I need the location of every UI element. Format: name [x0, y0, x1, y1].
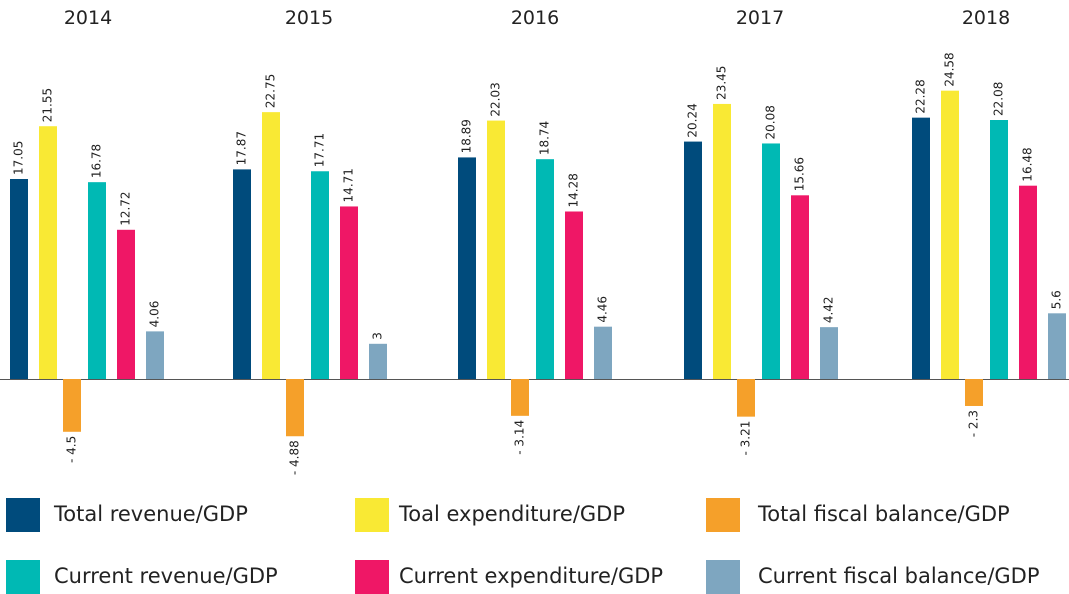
category-label: 2016	[511, 7, 559, 29]
bar	[10, 179, 28, 379]
value-label: 22.08	[992, 82, 1006, 116]
value-label: 24.58	[943, 52, 957, 86]
bar	[912, 117, 930, 379]
legend-label: Toal expenditure/GDP	[398, 502, 625, 526]
bar	[340, 206, 358, 379]
bar	[762, 143, 780, 379]
value-label: 5.6	[1050, 290, 1064, 309]
bar	[117, 229, 135, 379]
legend-swatch	[706, 498, 740, 532]
value-label: 14.71	[342, 168, 356, 202]
value-label: - 4.5	[65, 436, 79, 463]
value-label: 12.72	[119, 191, 133, 225]
legend-label: Current fiscal balance/GDP	[758, 564, 1040, 588]
value-label: 15.66	[793, 157, 807, 191]
value-label: 23.45	[715, 66, 729, 100]
value-label: - 4.88	[288, 440, 302, 475]
value-label: 21.55	[41, 88, 55, 122]
legend-swatch	[6, 498, 40, 532]
bar	[820, 327, 838, 379]
bar	[941, 90, 959, 379]
value-label: 22.28	[914, 79, 928, 113]
bar	[1048, 313, 1066, 379]
bar	[369, 343, 387, 379]
category-label: 2018	[962, 7, 1010, 29]
value-label: 3	[371, 332, 385, 340]
value-label: 4.42	[822, 296, 836, 323]
value-label: - 2.3	[967, 410, 981, 437]
value-label: - 3.21	[739, 421, 753, 456]
legend-swatch	[355, 560, 389, 594]
value-label: 17.87	[235, 131, 249, 165]
bar	[511, 379, 529, 416]
category-label: 2017	[736, 7, 784, 29]
bar	[594, 326, 612, 379]
value-label: 18.74	[538, 121, 552, 155]
legend-label: Current revenue/GDP	[54, 564, 278, 588]
legend-label: Current expenditure/GDP	[399, 564, 663, 588]
category-label: 2014	[64, 7, 112, 29]
value-label: 20.08	[764, 105, 778, 139]
value-label: 4.46	[596, 296, 610, 323]
value-label: 22.75	[264, 74, 278, 108]
bar	[737, 379, 755, 417]
value-label: 16.48	[1021, 147, 1035, 181]
value-label: 18.89	[460, 119, 474, 153]
value-label: - 3.14	[513, 420, 527, 455]
bar	[1019, 185, 1037, 379]
bar	[458, 157, 476, 379]
bar	[965, 379, 983, 406]
value-label: 20.24	[686, 103, 700, 137]
bar	[684, 141, 702, 379]
bar	[286, 379, 304, 437]
value-label: 22.03	[489, 82, 503, 116]
bar	[146, 331, 164, 379]
bar	[713, 103, 731, 379]
bar	[88, 182, 106, 379]
legend-swatch	[706, 560, 740, 594]
bar	[487, 120, 505, 379]
bar	[39, 126, 57, 379]
bar	[536, 159, 554, 379]
bar	[262, 112, 280, 379]
bar	[233, 169, 251, 379]
legend-label: Total revenue/GDP	[53, 502, 248, 526]
category-label: 2015	[285, 7, 333, 29]
legend-swatch	[355, 498, 389, 532]
value-label: 4.06	[148, 301, 162, 328]
bar	[565, 211, 583, 379]
bar	[63, 379, 81, 432]
value-label: 17.71	[313, 133, 327, 167]
value-label: 14.28	[567, 173, 581, 207]
legend-swatch	[6, 560, 40, 594]
bar	[311, 171, 329, 379]
bar	[791, 195, 809, 379]
value-label: 16.78	[90, 144, 104, 178]
value-label: 17.05	[12, 141, 26, 175]
legend-label: Total fiscal balance/GDP	[757, 502, 1010, 526]
bar	[990, 120, 1008, 380]
